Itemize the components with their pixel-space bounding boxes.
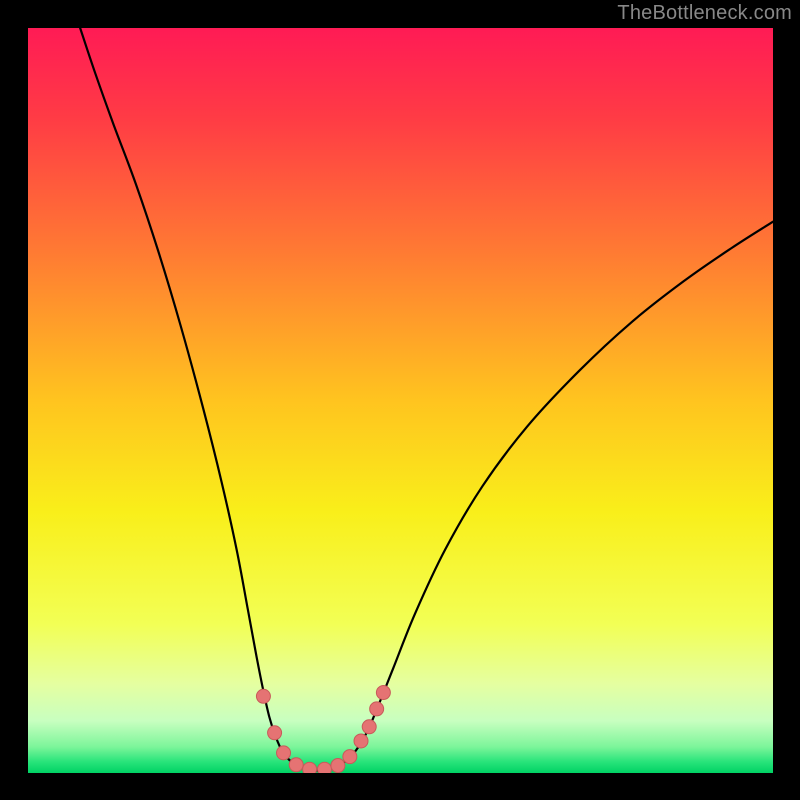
marker-point [318,762,332,773]
bottleneck-chart [28,28,773,773]
marker-point [277,746,291,760]
marker-point [376,686,390,700]
marker-point [370,702,384,716]
marker-point [268,726,282,740]
marker-point [256,689,270,703]
marker-point [354,734,368,748]
marker-point [343,750,357,764]
chart-background [28,28,773,773]
marker-point [289,758,303,772]
outer-frame: TheBottleneck.com [0,0,800,800]
marker-point [362,720,376,734]
watermark-text: TheBottleneck.com [617,2,792,25]
marker-point [303,762,317,773]
marker-point [331,759,345,773]
